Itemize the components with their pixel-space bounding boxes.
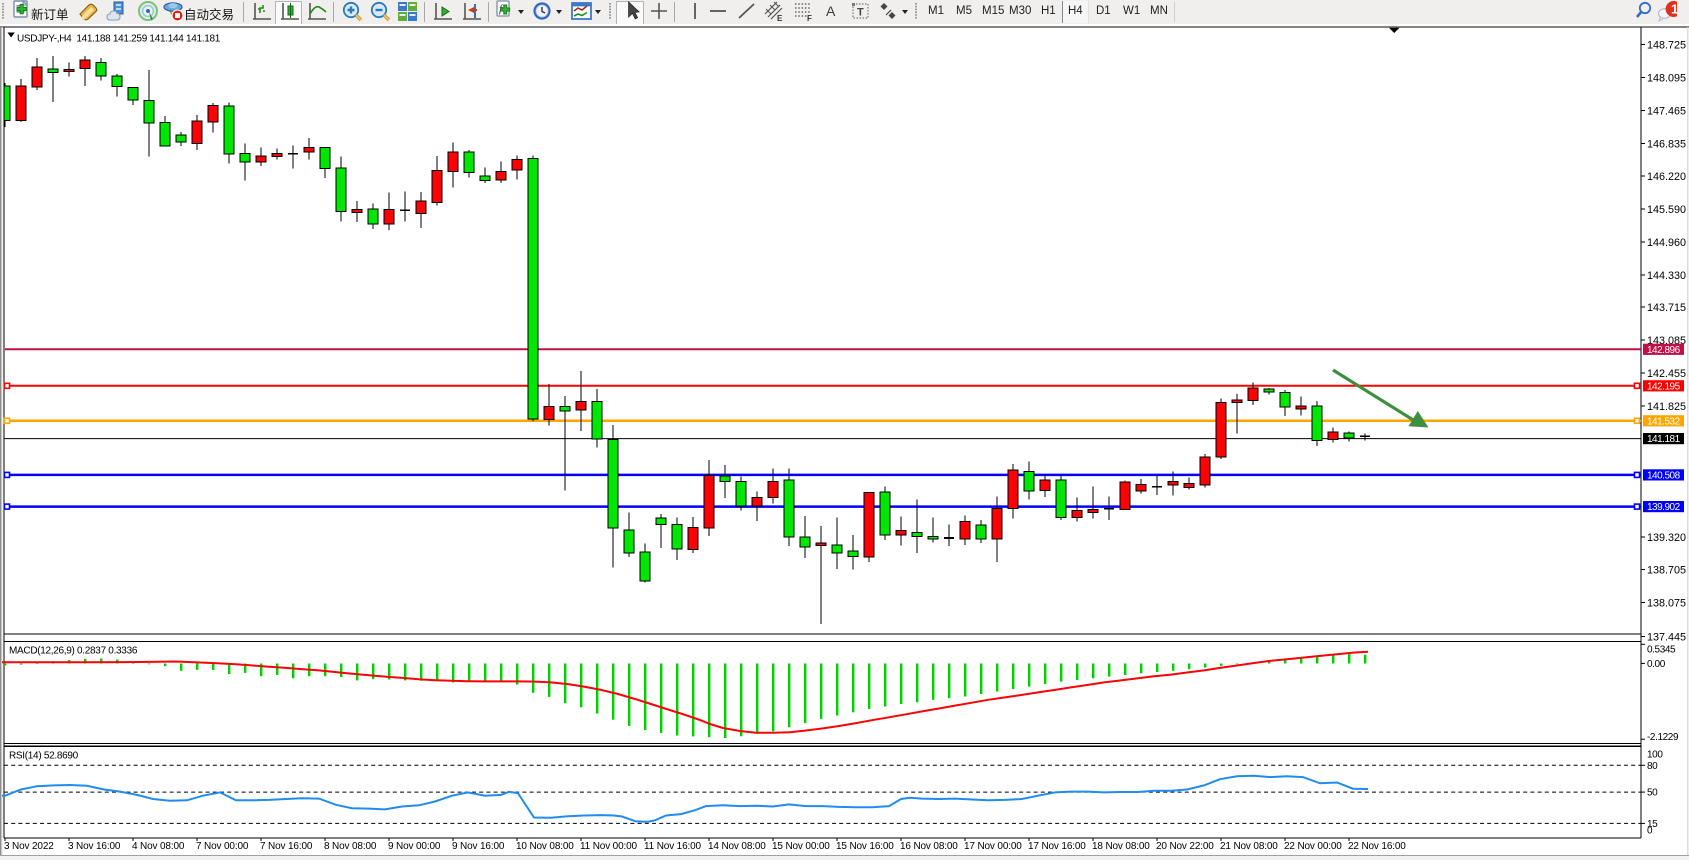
svg-text:0.00: 0.00 (1647, 659, 1666, 670)
svg-text:11 Nov 16:00: 11 Nov 16:00 (644, 841, 702, 852)
svg-text:1: 1 (1671, 2, 1677, 17)
svg-text:139.320: 139.320 (1647, 532, 1686, 544)
svg-text:22 Nov 00:00: 22 Nov 00:00 (1284, 841, 1342, 852)
svg-text:80: 80 (1647, 761, 1658, 772)
svg-text:142.195: 142.195 (1647, 381, 1681, 392)
svg-text:10 Nov 08:00: 10 Nov 08:00 (516, 841, 574, 852)
svg-text:0: 0 (1647, 825, 1653, 836)
svg-text:RSI(14) 52.8690: RSI(14) 52.8690 (9, 751, 79, 762)
svg-text:138.075: 138.075 (1647, 597, 1686, 609)
svg-text:144.960: 144.960 (1647, 237, 1686, 249)
svg-text:18 Nov 08:00: 18 Nov 08:00 (1092, 841, 1150, 852)
svg-text:140.508: 140.508 (1647, 471, 1681, 482)
svg-text:9 Nov 00:00: 9 Nov 00:00 (388, 841, 441, 852)
svg-text:144.330: 144.330 (1647, 270, 1686, 282)
svg-text:145.590: 145.590 (1647, 204, 1686, 216)
svg-text:146.220: 146.220 (1647, 171, 1686, 183)
svg-text:17 Nov 00:00: 17 Nov 00:00 (964, 841, 1022, 852)
svg-text:3 Nov 2022: 3 Nov 2022 (4, 841, 54, 852)
svg-text:15 Nov 16:00: 15 Nov 16:00 (836, 841, 894, 852)
svg-text:137.445: 137.445 (1647, 631, 1686, 643)
svg-text:147.465: 147.465 (1647, 106, 1686, 118)
svg-text:USDJPY-,H4 141.188 141.259 14: USDJPY-,H4 141.188 141.259 141.144 141.1… (17, 34, 221, 45)
svg-text:146.835: 146.835 (1647, 139, 1686, 151)
svg-text:8 Nov 08:00: 8 Nov 08:00 (324, 841, 377, 852)
svg-text:143.715: 143.715 (1647, 302, 1686, 314)
svg-text:138.705: 138.705 (1647, 564, 1686, 576)
svg-text:21 Nov 08:00: 21 Nov 08:00 (1220, 841, 1278, 852)
svg-text:T: T (857, 7, 864, 19)
svg-text:139.902: 139.902 (1647, 502, 1681, 513)
svg-text:142.896: 142.896 (1647, 345, 1681, 356)
svg-text:-2.1229: -2.1229 (1647, 732, 1679, 743)
svg-text:MACD(12,26,9) 0.2837 0.3336: MACD(12,26,9) 0.2837 0.3336 (9, 646, 138, 657)
svg-text:E: E (777, 14, 783, 23)
svg-text:15: 15 (1647, 819, 1658, 830)
svg-text:20 Nov 22:00: 20 Nov 22:00 (1156, 841, 1214, 852)
svg-text:F: F (807, 14, 812, 23)
svg-text:9 Nov 16:00: 9 Nov 16:00 (452, 841, 505, 852)
svg-text:16 Nov 08:00: 16 Nov 08:00 (900, 841, 958, 852)
svg-text:0.5345: 0.5345 (1647, 644, 1676, 655)
svg-text:7 Nov 16:00: 7 Nov 16:00 (260, 841, 313, 852)
svg-text:3 Nov 16:00: 3 Nov 16:00 (68, 841, 121, 852)
svg-text:141.532: 141.532 (1647, 416, 1681, 427)
svg-text:22 Nov 16:00: 22 Nov 16:00 (1348, 841, 1406, 852)
svg-text:142.455: 142.455 (1647, 368, 1686, 380)
svg-text:148.725: 148.725 (1647, 40, 1686, 52)
svg-text:11 Nov 00:00: 11 Nov 00:00 (580, 841, 638, 852)
svg-text:148.095: 148.095 (1647, 73, 1686, 85)
svg-text:17 Nov 16:00: 17 Nov 16:00 (1028, 841, 1086, 852)
svg-text:100: 100 (1647, 749, 1663, 760)
svg-text:15 Nov 00:00: 15 Nov 00:00 (772, 841, 830, 852)
svg-text:141.181: 141.181 (1647, 434, 1681, 445)
svg-text:141.825: 141.825 (1647, 401, 1686, 413)
svg-text:14 Nov 08:00: 14 Nov 08:00 (708, 841, 766, 852)
svg-text:50: 50 (1647, 788, 1658, 799)
svg-text:7 Nov 00:00: 7 Nov 00:00 (196, 841, 249, 852)
svg-text:4 Nov 08:00: 4 Nov 08:00 (132, 841, 185, 852)
